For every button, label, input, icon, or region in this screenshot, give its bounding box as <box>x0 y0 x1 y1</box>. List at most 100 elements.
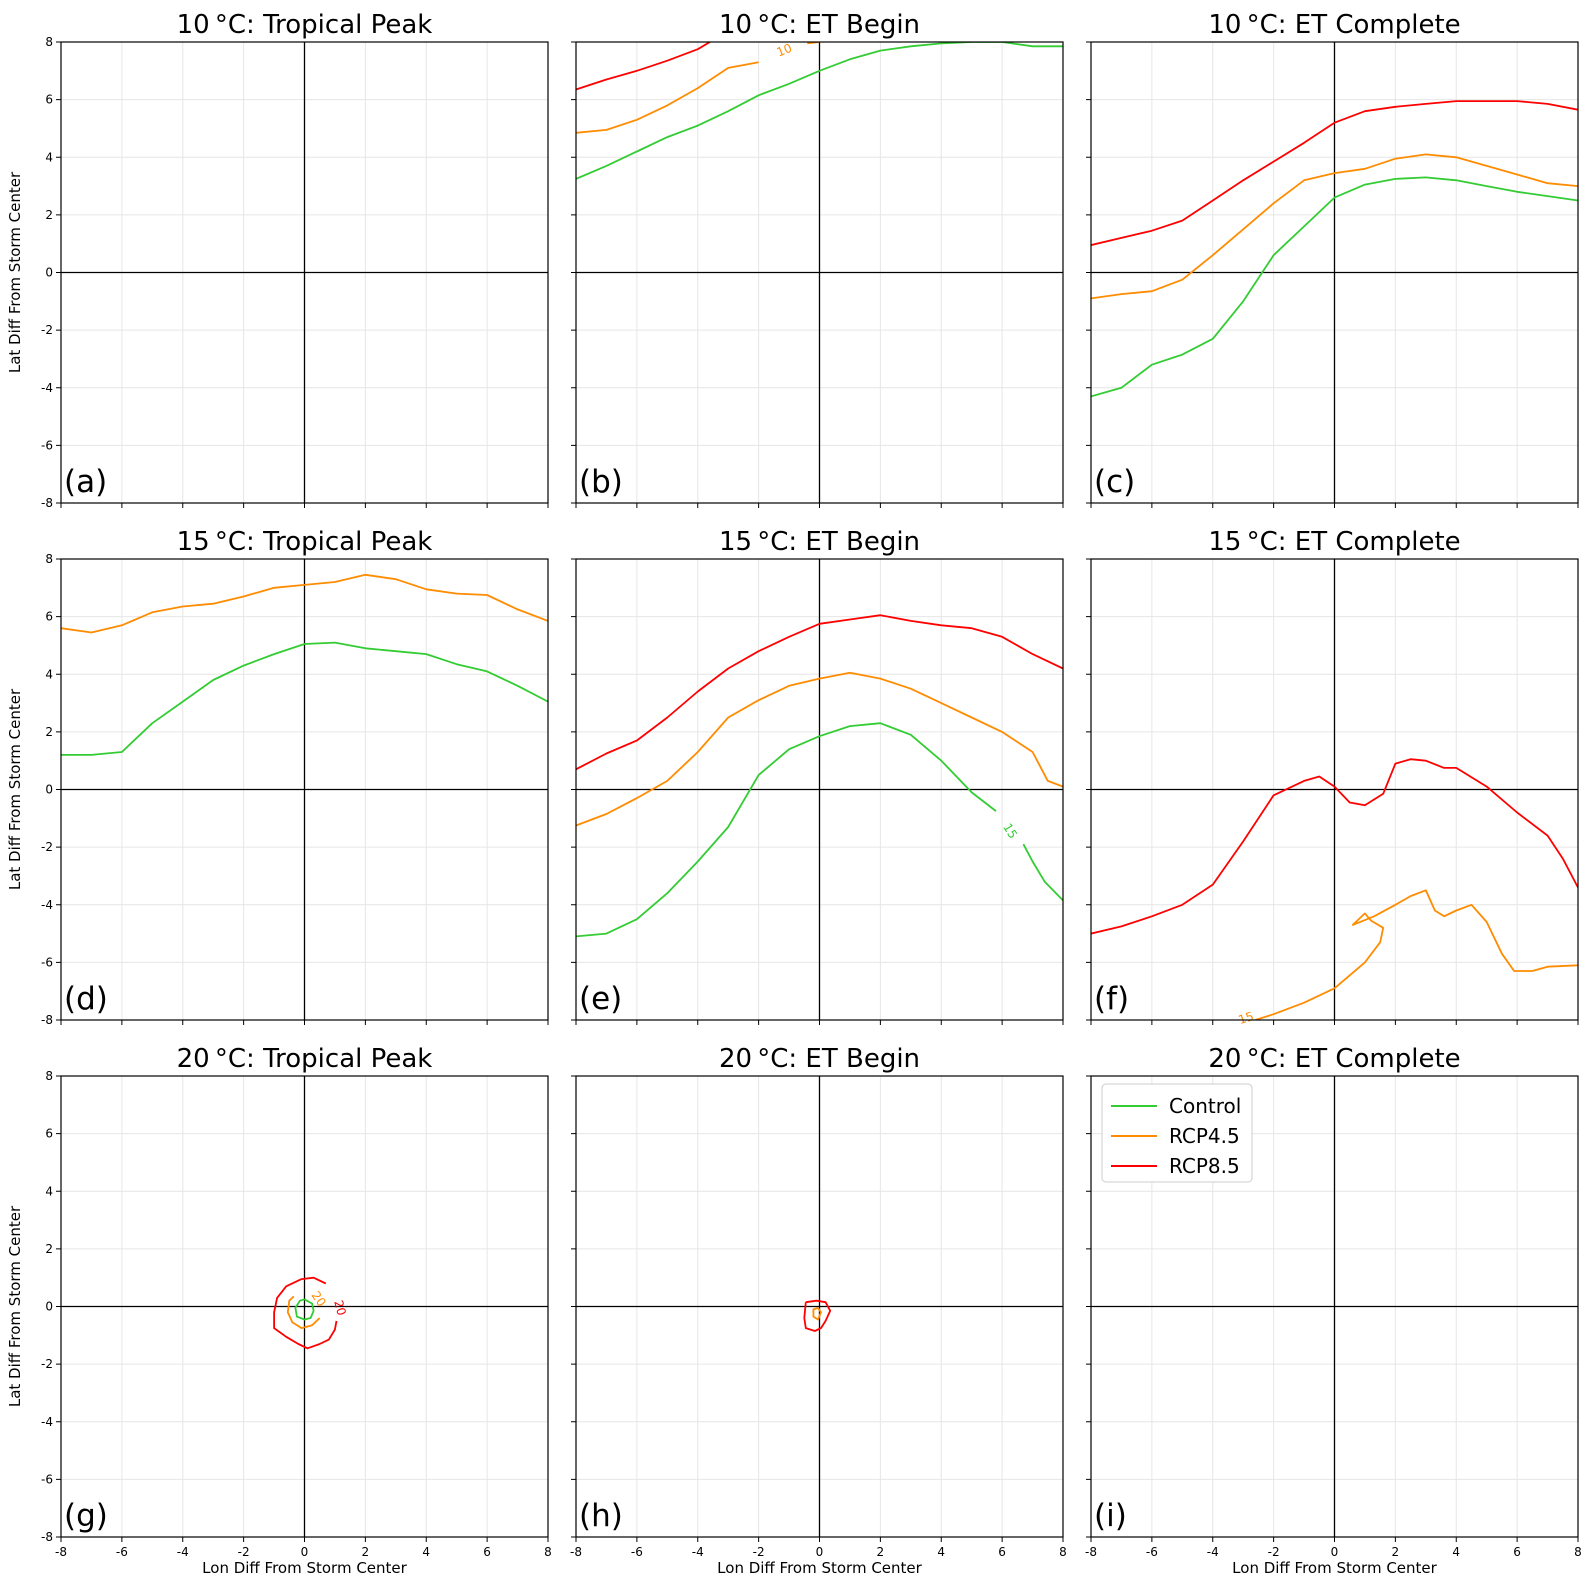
x-tick-label: 4 <box>422 1545 430 1559</box>
y-tick-label: 8 <box>45 1069 53 1083</box>
y-tick-label: 0 <box>45 1300 53 1314</box>
y-tick-label: -4 <box>41 898 53 912</box>
series-line-rcp85 <box>1091 758 1578 935</box>
series-line-rcp45 <box>1255 889 1578 1020</box>
contour-label: 15 <box>1000 821 1020 841</box>
x-tick-label: -8 <box>1085 1545 1097 1559</box>
series-line-control <box>1091 176 1578 398</box>
y-tick-label: -2 <box>41 1357 53 1371</box>
series-line-control <box>294 1298 315 1321</box>
y-tick-label: -6 <box>41 1472 53 1486</box>
panel-c: 10 °C: ET Complete (c) <box>1086 10 1579 508</box>
x-tick-label: 4 <box>1452 1545 1460 1559</box>
y-tick-label: 6 <box>45 93 53 107</box>
y-axis-label: Lat Diff From Storm Center <box>6 688 24 890</box>
series-line-control <box>1022 843 1063 902</box>
legend-entry-label: Control <box>1169 1094 1241 1118</box>
x-tick-label: 4 <box>937 1545 945 1559</box>
y-tick-label: 8 <box>45 35 53 49</box>
series-line-rcp85 <box>576 42 711 91</box>
x-axis-label: Lon Diff From Storm Center <box>202 1559 407 1577</box>
panel-title: 20 °C: Tropical Peak <box>177 1044 433 1074</box>
x-tick-label: 2 <box>362 1545 370 1559</box>
y-tick-label: -8 <box>41 1013 53 1027</box>
panel-label: (i) <box>1094 1498 1127 1534</box>
series-line-rcp45 <box>576 671 1063 827</box>
y-tick-label: 0 <box>45 783 53 797</box>
x-tick-label: 0 <box>301 1545 309 1559</box>
series-line-rcp45 <box>1091 153 1578 300</box>
panel-i: -8 -6 -4 -2 0 2 4 6 8 20 °C: ET Complete (i) Lon Di… <box>1085 1044 1582 1577</box>
y-tick-label: 2 <box>45 725 53 739</box>
contour-label: 20 <box>331 1299 348 1317</box>
y-tick-label: 8 <box>45 552 53 566</box>
panel-title: 20 °C: ET Begin <box>719 1044 920 1074</box>
y-axis-label: Lat Diff From Storm Center <box>6 171 24 373</box>
y-tick-label: 2 <box>45 1242 53 1256</box>
x-tick-label: 2 <box>1392 1545 1400 1559</box>
legend-entry-label: RCP4.5 <box>1169 1124 1240 1148</box>
series-line-control <box>576 722 997 938</box>
x-tick-label: -4 <box>177 1545 189 1559</box>
series-group <box>576 614 1063 938</box>
series-line-control <box>576 42 1063 180</box>
series-line-rcp85 <box>803 1299 832 1332</box>
panel-label: (h) <box>579 1498 623 1534</box>
x-tick-label: -4 <box>692 1545 704 1559</box>
series-group <box>803 1299 832 1332</box>
x-tick-label: 0 <box>816 1545 824 1559</box>
series-group <box>61 573 548 756</box>
panel-label: (b) <box>579 464 623 500</box>
panel-label: (g) <box>64 1498 108 1534</box>
x-tick-label: -6 <box>631 1545 643 1559</box>
x-axis-label: Lon Diff From Storm Center <box>1232 1559 1437 1577</box>
panel-title: 15 °C: ET Complete <box>1208 527 1460 557</box>
series-group <box>273 1276 338 1350</box>
panel-label: (a) <box>64 464 107 500</box>
x-tick-label: -8 <box>570 1545 582 1559</box>
series-line-rcp45 <box>812 1307 822 1321</box>
x-tick-label: 8 <box>544 1545 552 1559</box>
series-group <box>1091 100 1578 398</box>
contour-label: 15 <box>1237 1009 1256 1027</box>
x-tick-label: -2 <box>753 1545 765 1559</box>
x-tick-label: 0 <box>1331 1545 1339 1559</box>
legend: Control RCP4.5 RCP8.5 <box>1101 1083 1253 1183</box>
x-axis-label: Lon Diff From Storm Center <box>717 1559 922 1577</box>
panel-f: 15 15 °C: ET Complete (f) <box>1086 527 1579 1027</box>
panel-title: 15 °C: Tropical Peak <box>177 527 433 557</box>
series-group <box>576 42 1063 180</box>
legend-entry-label: RCP8.5 <box>1169 1154 1240 1178</box>
panel-label: (f) <box>1094 981 1129 1017</box>
series-line-rcp85 <box>273 1276 338 1350</box>
y-tick-label: 4 <box>45 1184 53 1198</box>
y-axis-label: Lat Diff From Storm Center <box>6 1205 24 1407</box>
panel-title: 10 °C: ET Complete <box>1208 10 1460 40</box>
y-tick-label: 6 <box>45 1127 53 1141</box>
y-tick-label: -8 <box>41 496 53 510</box>
y-tick-label: -6 <box>41 438 53 452</box>
panel-title: 10 °C: ET Begin <box>719 10 920 40</box>
series-line-rcp45 <box>286 1295 321 1329</box>
y-tick-label: 4 <box>45 667 53 681</box>
series-line-rcp45 <box>576 61 759 134</box>
series-line-control <box>61 641 548 756</box>
series-line-rcp45 <box>61 573 548 634</box>
legend-box <box>1101 1083 1253 1183</box>
y-tick-label: -2 <box>41 323 53 337</box>
panel-a: -8 -6 -4 -2 0 2 4 6 8 10 °C: Tropical Peak (a) Lat … <box>6 10 549 510</box>
x-tick-label: 6 <box>483 1545 491 1559</box>
series-line-rcp85 <box>1091 100 1578 246</box>
y-tick-label: 2 <box>45 208 53 222</box>
series-line-rcp85 <box>576 614 1063 771</box>
x-tick-label: -8 <box>55 1545 67 1559</box>
panel-label: (d) <box>64 981 108 1017</box>
panel-h: -8 -6 -4 -2 0 2 4 6 8 20 °C: ET Begin (h) Lon Diff … <box>570 1044 1067 1577</box>
y-tick-label: 4 <box>45 150 53 164</box>
x-tick-label: -6 <box>116 1545 128 1559</box>
panel-label: (c) <box>1094 464 1135 500</box>
x-tick-label: 8 <box>1059 1545 1067 1559</box>
